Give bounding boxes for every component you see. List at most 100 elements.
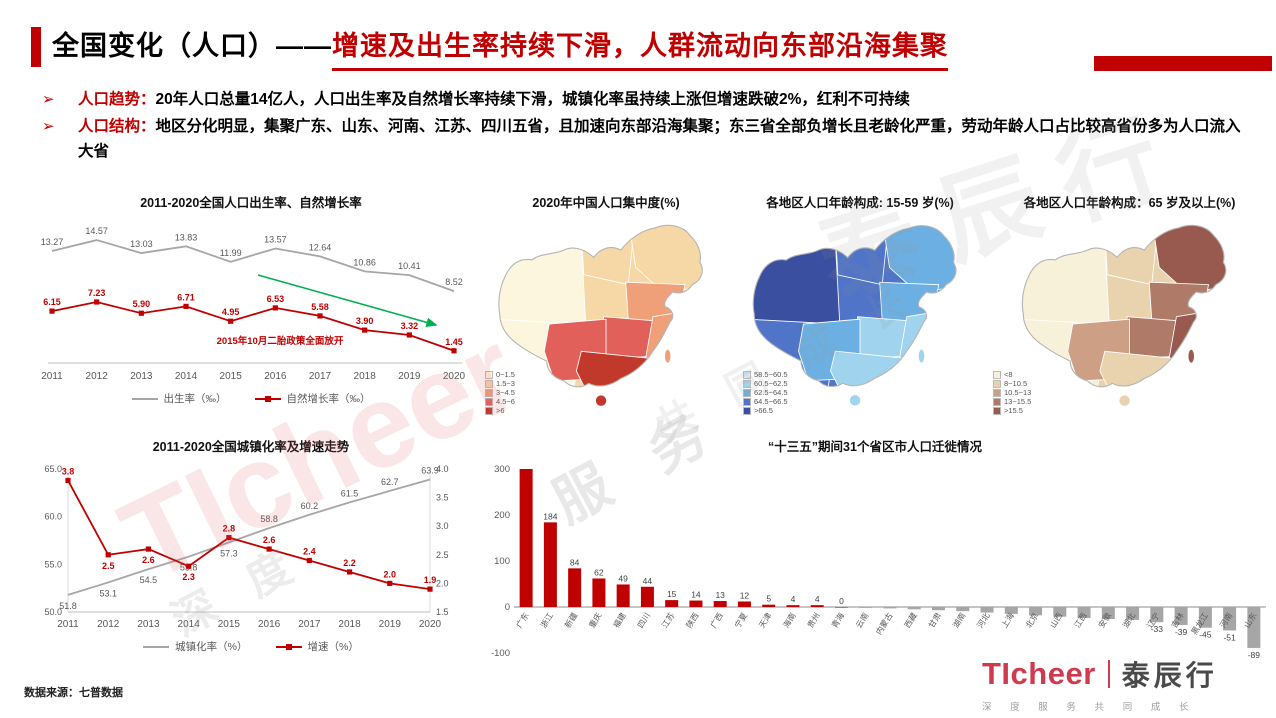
- svg-text:13.57: 13.57: [264, 235, 287, 245]
- page-title: 全国变化（人口）——增速及出生率持续下滑，人群流动向东部沿海集聚: [52, 24, 948, 71]
- svg-text:5: 5: [766, 594, 771, 604]
- svg-text:0: 0: [839, 596, 844, 606]
- svg-text:海南: 海南: [781, 611, 798, 630]
- svg-text:广西: 广西: [708, 611, 725, 630]
- svg-text:2020: 2020: [419, 619, 442, 630]
- svg-text:50.0: 50.0: [44, 607, 62, 617]
- svg-text:13.27: 13.27: [41, 237, 64, 247]
- svg-text:62: 62: [594, 567, 604, 577]
- svg-text:58.8: 58.8: [260, 514, 278, 524]
- bullet-arrow-icon: ➢: [42, 91, 55, 108]
- svg-text:12: 12: [740, 590, 750, 600]
- bullet-arrow-icon: ➢: [42, 118, 55, 136]
- legend-item: 城镇化率（%）: [143, 639, 248, 654]
- map-age-65plus: 各地区人口年龄构成：65 岁及以上(%) <8 8~10.5 10.5~13 13~15…: [987, 192, 1272, 432]
- urbanization-chart-legend: 城镇化率（%） 增速（%）: [28, 639, 474, 654]
- svg-text:2.6: 2.6: [263, 535, 276, 545]
- svg-text:13: 13: [715, 590, 725, 600]
- bullet-population-structure: ➢ 人口结构：地区分化明显，集聚广东、山东、河南、江苏、四川五省，且加速向东部沿海…: [40, 115, 1250, 164]
- svg-text:200: 200: [494, 510, 510, 521]
- birth-rate-chart-title: 2011-2020全国人口出生率、自然增长率: [140, 196, 362, 210]
- svg-text:63.9: 63.9: [421, 465, 439, 475]
- svg-text:51.8: 51.8: [59, 601, 77, 611]
- svg-text:西藏: 西藏: [902, 611, 919, 630]
- map-legend: 58.5~60.5 60.5~62.5 62.5~64.5 64.5~66.5 >66.…: [743, 371, 788, 416]
- svg-text:184: 184: [543, 511, 557, 521]
- svg-text:100: 100: [494, 556, 510, 567]
- svg-text:62.7: 62.7: [381, 477, 399, 487]
- svg-text:15: 15: [667, 589, 677, 599]
- bullet-label: 人口趋势：: [78, 91, 156, 108]
- header-red-block: [1094, 56, 1272, 71]
- svg-text:青海: 青海: [829, 611, 846, 630]
- svg-text:6.53: 6.53: [267, 294, 285, 304]
- bullet-list: ➢ 人口趋势：20年人口总量14亿人，人口出生率及自然增长率持续下滑，城镇化率虽持…: [40, 88, 1250, 167]
- bullet-label: 人口结构：: [78, 118, 156, 136]
- svg-text:12.64: 12.64: [309, 242, 332, 252]
- urbanization-chart: 2011-2020全国城镇化率及增速走势 50.0 55.0 60.0 65.0 1.5…: [28, 436, 474, 654]
- birth-rate-chart: 2011-2020全国人口出生率、自然增长率 2011 2012 2013 2014 2…: [28, 192, 474, 406]
- svg-text:云南: 云南: [853, 611, 870, 630]
- map-title: 各地区人口年龄构成：65 岁及以上(%): [1023, 196, 1236, 210]
- svg-text:60.2: 60.2: [301, 501, 319, 511]
- svg-text:14: 14: [691, 590, 701, 600]
- svg-text:300: 300: [494, 464, 510, 475]
- svg-text:2020: 2020: [443, 371, 466, 382]
- svg-text:2011: 2011: [57, 619, 79, 630]
- svg-text:-33: -33: [1151, 624, 1164, 634]
- svg-text:2011: 2011: [41, 371, 63, 382]
- svg-text:1.9: 1.9: [424, 575, 437, 585]
- svg-text:-51: -51: [1223, 632, 1236, 642]
- svg-text:4: 4: [815, 594, 820, 604]
- svg-text:5.58: 5.58: [311, 302, 329, 312]
- svg-text:宁夏: 宁夏: [732, 611, 749, 630]
- svg-text:11.99: 11.99: [220, 248, 242, 258]
- svg-text:甘肃: 甘肃: [926, 611, 943, 630]
- svg-text:61.5: 61.5: [341, 488, 359, 498]
- legend-item: 增速（%）: [275, 639, 359, 654]
- svg-text:10.86: 10.86: [353, 257, 376, 267]
- svg-text:2017: 2017: [309, 371, 332, 382]
- svg-text:2.3: 2.3: [182, 572, 195, 582]
- svg-text:2.5: 2.5: [102, 561, 115, 571]
- svg-text:福建: 福建: [611, 611, 628, 630]
- svg-text:2.5: 2.5: [436, 550, 449, 560]
- svg-text:四川: 四川: [636, 611, 652, 629]
- legend-item: 自然增长率（‰）: [254, 391, 371, 406]
- page-title-red: 增速及出生率持续下滑，人群流动向东部沿海集聚: [332, 31, 948, 71]
- bullet-text: 20年人口总量14亿人，人口出生率及自然增长率持续下滑，城镇化率虽持续上涨但增速…: [155, 91, 910, 108]
- svg-text:2018: 2018: [354, 371, 377, 382]
- svg-text:0: 0: [505, 602, 510, 613]
- china-map-canvas: [498, 224, 703, 407]
- svg-text:49: 49: [618, 573, 628, 583]
- svg-text:浙江: 浙江: [538, 611, 555, 630]
- svg-text:3.8: 3.8: [62, 466, 75, 476]
- svg-text:3.0: 3.0: [436, 521, 449, 531]
- svg-text:2016: 2016: [264, 371, 287, 382]
- svg-text:6.71: 6.71: [177, 292, 195, 302]
- svg-text:2015: 2015: [220, 371, 243, 382]
- svg-text:8.52: 8.52: [445, 277, 463, 287]
- svg-text:广东: 广东: [514, 611, 531, 630]
- title-accent-bar: [31, 27, 41, 67]
- svg-text:53.1: 53.1: [99, 588, 117, 598]
- svg-text:1.5: 1.5: [436, 607, 449, 617]
- map-legend: 0~1.5 1.5~3 3~4.5 4.5~6 >6: [485, 371, 515, 416]
- svg-text:54.5: 54.5: [140, 575, 158, 585]
- svg-text:13.83: 13.83: [175, 232, 198, 242]
- map-legend: <8 8~10.5 10.5~13 13~15.5 >15.5: [993, 371, 1031, 416]
- bullet-population-trend: ➢ 人口趋势：20年人口总量14亿人，人口出生率及自然增长率持续下滑，城镇化率虽持…: [40, 88, 1250, 112]
- svg-text:新疆: 新疆: [562, 611, 579, 630]
- svg-text:6.15: 6.15: [43, 297, 61, 307]
- svg-text:-100: -100: [491, 648, 510, 659]
- svg-text:60.0: 60.0: [44, 512, 62, 522]
- svg-text:贵州: 贵州: [805, 611, 822, 630]
- svg-text:57.3: 57.3: [220, 548, 238, 558]
- svg-text:2.0: 2.0: [384, 569, 397, 579]
- svg-text:2014: 2014: [178, 619, 201, 630]
- map-age-15-59: 各地区人口年龄构成: 15-59 岁(%) 58.5~60.5 60.5~62.5 6…: [737, 192, 983, 432]
- svg-text:陕西: 陕西: [684, 611, 701, 630]
- svg-text:4.95: 4.95: [222, 307, 240, 317]
- svg-text:2.6: 2.6: [142, 555, 155, 565]
- birth-rate-chart-canvas: 2011 2012 2013 2014 2015 2016 2017 2018 2019 2020…: [41, 226, 466, 382]
